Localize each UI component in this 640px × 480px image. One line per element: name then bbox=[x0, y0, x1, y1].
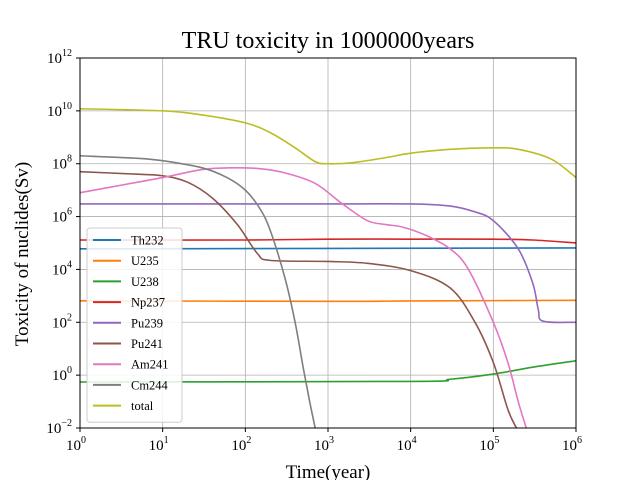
legend: Th232 U235 U238 Np237 Pu239 Pu241 Am241 Cm244 to… bbox=[86, 227, 183, 423]
y-tick-label: 106 bbox=[52, 207, 72, 226]
legend-label: Th232 bbox=[131, 234, 164, 248]
chart-title: TRU toxicity in 1000000years bbox=[182, 28, 475, 54]
series-line-pu239 bbox=[80, 203, 576, 324]
legend-label: U238 bbox=[131, 275, 159, 289]
legend-label: total bbox=[131, 399, 154, 413]
x-axis-label: Time(year) bbox=[286, 462, 371, 480]
x-tick-label: 102 bbox=[231, 435, 251, 454]
x-tick-label: 101 bbox=[149, 435, 169, 454]
x-tick-label: 106 bbox=[562, 435, 582, 454]
x-tick-label: 104 bbox=[397, 435, 417, 454]
y-tick-label: 102 bbox=[52, 312, 72, 331]
x-tick-label: 103 bbox=[314, 435, 334, 454]
series-line-pu241 bbox=[80, 170, 518, 428]
x-tick-label: 105 bbox=[479, 435, 499, 454]
series-line-cm244 bbox=[80, 154, 316, 428]
legend-label: Pu241 bbox=[131, 337, 163, 351]
series-line-np237 bbox=[80, 238, 576, 244]
y-tick-label: 108 bbox=[52, 154, 72, 173]
series-line-am241 bbox=[80, 166, 527, 428]
legend-box bbox=[86, 227, 183, 423]
x-axis-ticks: 100 101 102 103 104 105 106 bbox=[66, 428, 582, 454]
y-tick-label: 1012 bbox=[47, 48, 72, 67]
legend-label: Np237 bbox=[131, 296, 165, 310]
y-tick-label: 100 bbox=[52, 365, 72, 384]
x-tick-label: 100 bbox=[66, 435, 86, 454]
y-axis-label: Toxicity of nuclides(Sv) bbox=[12, 162, 33, 346]
legend-label: U235 bbox=[131, 254, 159, 268]
legend-label: Am241 bbox=[131, 358, 169, 372]
y-tick-label: 104 bbox=[52, 259, 72, 278]
y-axis-ticks: 10−2 100 102 104 106 108 1010 1012 bbox=[46, 48, 80, 437]
series-line-total bbox=[80, 107, 576, 179]
legend-label: Cm244 bbox=[131, 378, 169, 392]
legend-label: Pu239 bbox=[131, 316, 163, 330]
y-tick-label: 10−2 bbox=[46, 418, 72, 437]
series-line-u235 bbox=[80, 299, 576, 303]
series-line-u238 bbox=[80, 359, 576, 383]
plot-area bbox=[80, 107, 576, 428]
y-tick-label: 1010 bbox=[47, 101, 72, 120]
